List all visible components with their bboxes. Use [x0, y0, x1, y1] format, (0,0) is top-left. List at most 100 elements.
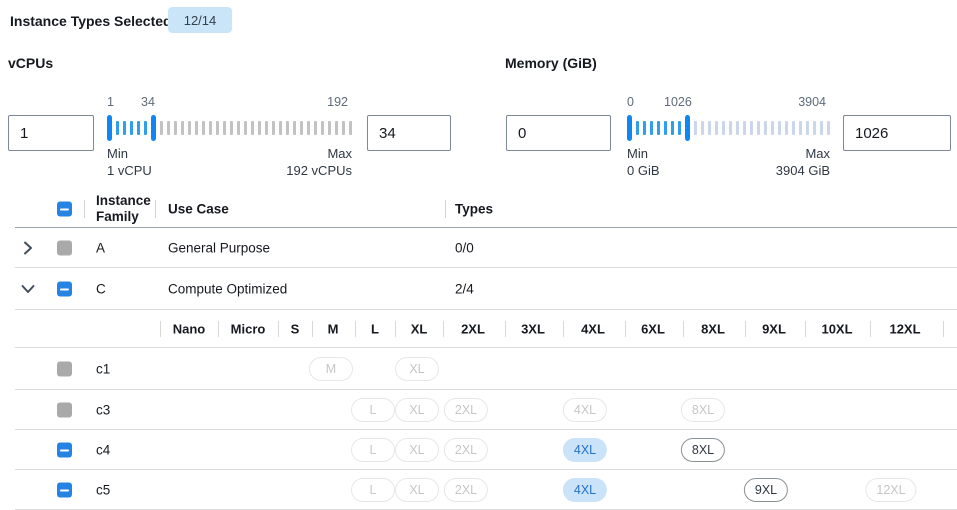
c5-checkbox[interactable] — [57, 482, 72, 498]
c3-size-pill-4xl[interactable]: 4XL — [562, 398, 608, 422]
c3-size-pill-8xl[interactable]: 8XL — [680, 398, 726, 422]
vcpu-scale-max: 192 — [327, 95, 348, 109]
c4-size-pill-2xl[interactable]: 2XL — [443, 438, 489, 462]
selection-count-label: Instance Types Selected: — [10, 13, 177, 29]
slider-tick — [209, 121, 212, 135]
slider-tick — [792, 121, 795, 135]
family-row-c: C Compute Optimized 2/4 — [0, 268, 957, 310]
slider-tick — [116, 121, 119, 135]
c5-size-pill-l[interactable]: L — [351, 478, 395, 502]
slider-handle[interactable] — [627, 115, 632, 141]
memory-scale: 0 1026 3904 — [627, 95, 830, 109]
memory-min-input[interactable] — [506, 115, 611, 151]
c5-size-pill-9xl[interactable]: 9XL — [743, 478, 789, 502]
vcpu-max-caption: Max 192 vCPUs — [286, 146, 352, 178]
vcpu-min-caption: Min 1 vCPU — [107, 146, 152, 178]
select-all-checkbox[interactable] — [57, 201, 72, 217]
slider-tick — [778, 121, 781, 135]
memory-scale-current: 1026 — [664, 95, 692, 109]
c5-size-pill-12xl[interactable]: 12XL — [865, 478, 917, 502]
column-header-instance-family: Instance Family — [96, 193, 151, 224]
c5-size-pill-xl[interactable]: XL — [395, 478, 439, 502]
slider-tick — [657, 121, 660, 135]
vcpu-max-input[interactable] — [367, 115, 451, 151]
slider-tick — [174, 121, 177, 135]
memory-filter-title: Memory (GiB) — [505, 55, 597, 71]
c3-size-pill-l[interactable]: L — [351, 398, 395, 422]
memory-range-slider[interactable] — [627, 114, 830, 142]
c5-size-pill-4xl-selected[interactable]: 4XL — [562, 478, 608, 502]
slider-tick — [750, 121, 753, 135]
size-col-12xl: 12XL — [889, 321, 921, 337]
slider-tick — [722, 121, 725, 135]
c5-size-pill-2xl[interactable]: 2XL — [443, 478, 489, 502]
vcpu-filter-title: vCPUs — [8, 55, 54, 71]
slider-tick — [181, 121, 184, 135]
size-col-s: S — [290, 321, 300, 337]
slider-tick — [650, 121, 653, 135]
size-divider — [745, 321, 746, 337]
instance-row-c1: c1 M XL — [0, 348, 957, 390]
size-col-m: M — [327, 321, 339, 337]
size-col-2xl: 2XL — [461, 321, 485, 337]
selection-count-badge: 12/14 — [168, 7, 232, 33]
c4-size-pill-8xl[interactable]: 8XL — [680, 438, 726, 462]
expand-chevron-down-icon[interactable] — [20, 281, 36, 297]
vcpu-min-input[interactable] — [8, 115, 94, 151]
slider-tick — [216, 121, 219, 135]
size-col-4xl: 4XL — [581, 321, 605, 337]
c3-size-pill-2xl[interactable]: 2XL — [443, 398, 489, 422]
slider-tick — [188, 121, 191, 135]
size-divider — [505, 321, 506, 337]
size-divider — [943, 321, 944, 337]
c1-checkbox[interactable] — [57, 361, 72, 377]
vcpu-range-slider[interactable] — [107, 114, 352, 142]
slider-tick — [736, 121, 739, 135]
slider-tick — [715, 121, 718, 135]
slider-tick — [694, 121, 697, 135]
size-divider — [395, 321, 396, 337]
family-a-checkbox[interactable] — [57, 240, 72, 256]
c4-size-pill-l[interactable]: L — [351, 438, 395, 462]
slider-tick — [167, 121, 170, 135]
instance-name: c4 — [96, 442, 111, 458]
instance-name: c3 — [96, 402, 111, 418]
slider-tick — [160, 121, 163, 135]
c4-checkbox[interactable] — [57, 442, 72, 458]
family-use-case: Compute Optimized — [168, 281, 288, 297]
slider-tick — [272, 121, 275, 135]
memory-max-input[interactable] — [843, 115, 951, 151]
c3-checkbox[interactable] — [57, 402, 72, 418]
slider-tick — [321, 121, 324, 135]
c4-size-pill-xl[interactable]: XL — [395, 438, 439, 462]
slider-tick — [279, 121, 282, 135]
slider-tick — [144, 121, 147, 135]
slider-tick — [678, 121, 681, 135]
size-divider — [443, 321, 444, 337]
c4-size-pill-4xl-selected[interactable]: 4XL — [562, 438, 608, 462]
table-header-row: Instance Family Use Case Types — [0, 190, 957, 228]
slider-tick — [237, 121, 240, 135]
slider-handle[interactable] — [107, 115, 112, 141]
vcpu-scale-min: 1 — [107, 95, 114, 109]
family-c-checkbox[interactable] — [57, 281, 72, 297]
family-use-case: General Purpose — [168, 240, 271, 256]
slider-tick — [342, 121, 345, 135]
size-col-3xl: 3XL — [521, 321, 545, 337]
slider-tick — [286, 121, 289, 135]
slider-handle[interactable] — [151, 115, 156, 141]
slider-tick — [743, 121, 746, 135]
c1-size-pill-xl[interactable]: XL — [395, 357, 439, 381]
size-col-xl: XL — [410, 321, 428, 337]
expand-chevron-right-icon[interactable] — [20, 240, 36, 256]
memory-max-caption: Max 3904 GiB — [775, 146, 830, 178]
slider-tick — [251, 121, 254, 135]
size-divider — [160, 321, 161, 337]
slider-handle[interactable] — [685, 115, 690, 141]
slider-tick — [636, 121, 639, 135]
c3-size-pill-xl[interactable]: XL — [395, 398, 439, 422]
c1-size-pill-m[interactable]: M — [309, 357, 353, 381]
header-divider — [155, 200, 156, 218]
size-divider — [355, 321, 356, 337]
slider-tick — [799, 121, 802, 135]
